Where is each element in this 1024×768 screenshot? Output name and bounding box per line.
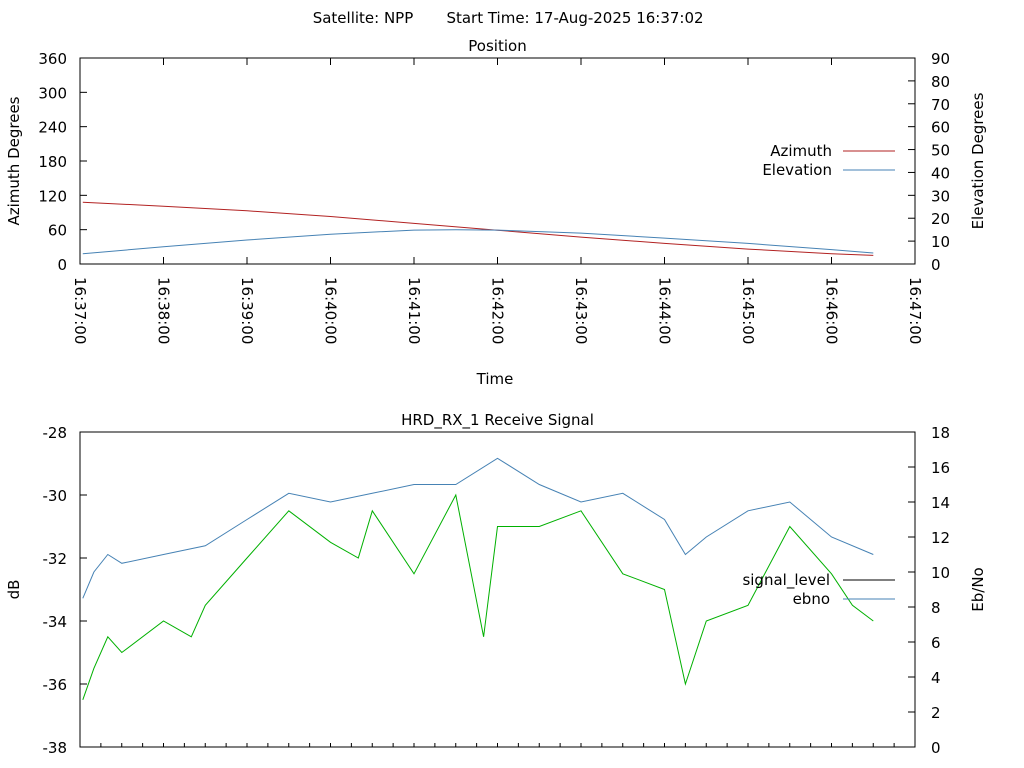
y2-tick-label-1-7: 14 bbox=[931, 494, 950, 512]
y-tick-label-0-0: 0 bbox=[57, 256, 67, 274]
legend-label-0-0: Azimuth bbox=[770, 142, 832, 160]
y-tick-label-1-4: -30 bbox=[43, 487, 68, 505]
y-tick-label-0-4: 240 bbox=[38, 119, 67, 137]
y-tick-label-0-6: 360 bbox=[38, 50, 67, 68]
y-tick-label-1-3: -32 bbox=[43, 550, 68, 568]
y2-tick-label-0-1: 10 bbox=[931, 233, 950, 251]
y2-tick-label-1-1: 2 bbox=[931, 704, 941, 722]
y-tick-label-0-5: 300 bbox=[38, 84, 67, 102]
signal-chart: HRD_RX_1 Receive Signal -38 -36 -34 -32 -30 -2… bbox=[5, 411, 987, 757]
y2-tick-label-1-2: 4 bbox=[931, 669, 941, 687]
y2-tick-label-0-9: 90 bbox=[931, 50, 950, 68]
y-tick-label-0-3: 180 bbox=[38, 153, 67, 171]
y2-tick-label-0-0: 0 bbox=[931, 256, 941, 274]
y2-tick-label-0-3: 30 bbox=[931, 187, 950, 205]
y-tick-label-0-2: 120 bbox=[38, 187, 67, 205]
y-tick-label-0-1: 60 bbox=[48, 222, 67, 240]
y2-tick-label-1-0: 0 bbox=[931, 739, 941, 757]
legend-label-1-0: signal_level bbox=[742, 571, 830, 590]
y2-tick-label-1-9: 18 bbox=[931, 424, 950, 442]
series-line-1-2 bbox=[82, 493, 874, 700]
y-axis-label-1: dB bbox=[5, 580, 23, 600]
y2-tick-label-1-5: 10 bbox=[931, 564, 950, 582]
y2-tick-label-0-6: 60 bbox=[931, 119, 950, 137]
x-tick-label-0-3: 16:40:00 bbox=[322, 277, 340, 344]
x-tick-label-0-0: 16:37:00 bbox=[71, 277, 89, 344]
position-chart: Position 0 60 120 180 240 300 360 0 10 20 30 40 50 60 7… bbox=[5, 37, 987, 388]
y2-tick-label-1-3: 6 bbox=[931, 634, 941, 652]
y-tick-label-1-2: -34 bbox=[43, 613, 68, 631]
y-tick-label-1-5: -28 bbox=[43, 424, 68, 442]
y-axis-label-0: Azimuth Degrees bbox=[5, 96, 23, 225]
y2-tick-label-0-4: 40 bbox=[931, 164, 950, 182]
x-tick-label-0-8: 16:45:00 bbox=[739, 277, 757, 344]
x-tick-label-0-2: 16:39:00 bbox=[238, 277, 256, 344]
y2-tick-label-1-6: 12 bbox=[931, 529, 950, 547]
header-start-time: Start Time: 17-Aug-2025 16:37:02 bbox=[446, 9, 703, 27]
chart-title-1: HRD_RX_1 Receive Signal bbox=[401, 411, 594, 430]
chart-title-0: Position bbox=[468, 37, 526, 55]
y2-axis-label-1: Eb/No bbox=[969, 567, 987, 611]
header-satellite: Satellite: NPP bbox=[313, 9, 414, 27]
legend-label-1-1: ebno bbox=[793, 590, 830, 608]
y-tick-label-1-1: -36 bbox=[43, 676, 68, 694]
y2-tick-label-0-7: 70 bbox=[931, 96, 950, 114]
x-tick-label-0-6: 16:43:00 bbox=[572, 277, 590, 344]
y2-tick-label-0-2: 20 bbox=[931, 210, 950, 228]
x-axis-label-0: Time bbox=[476, 370, 514, 388]
x-tick-label-0-7: 16:44:00 bbox=[656, 277, 674, 344]
y2-tick-label-1-4: 8 bbox=[931, 599, 941, 617]
plot-frame-1 bbox=[79, 431, 916, 748]
x-tick-label-0-4: 16:41:00 bbox=[405, 277, 423, 344]
y2-tick-label-0-5: 50 bbox=[931, 142, 950, 160]
y2-axis-label-0: Elevation Degrees bbox=[969, 92, 987, 229]
x-tick-label-0-9: 16:46:00 bbox=[823, 277, 841, 344]
y-tick-label-1-0: -38 bbox=[43, 739, 68, 757]
y2-tick-label-1-8: 16 bbox=[931, 459, 950, 477]
series-line-1-1 bbox=[82, 457, 874, 599]
x-tick-label-0-10: 16:47:00 bbox=[906, 277, 924, 344]
series-line-0-0 bbox=[82, 201, 874, 256]
y2-tick-label-0-8: 80 bbox=[931, 73, 950, 91]
x-tick-label-0-5: 16:42:00 bbox=[489, 277, 507, 344]
series-line-0-1 bbox=[82, 229, 874, 255]
legend-label-0-1: Elevation bbox=[762, 161, 832, 179]
x-tick-label-0-1: 16:38:00 bbox=[155, 277, 173, 344]
